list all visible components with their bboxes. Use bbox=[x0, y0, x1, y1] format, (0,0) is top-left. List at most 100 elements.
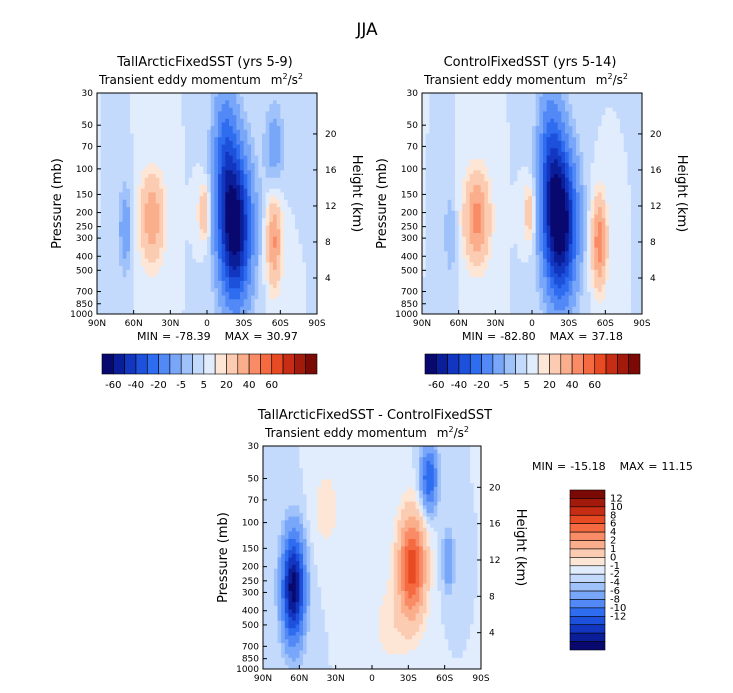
contour-cell bbox=[236, 144, 241, 149]
contour-cell bbox=[309, 129, 314, 134]
contour-cell bbox=[163, 284, 168, 289]
contour-cell bbox=[174, 203, 179, 208]
contour-cell bbox=[122, 104, 127, 109]
contour-cell bbox=[546, 144, 551, 149]
contour-cell bbox=[513, 115, 518, 120]
contour-cell bbox=[532, 162, 537, 168]
contour-cell bbox=[587, 137, 592, 142]
contour-cell bbox=[122, 115, 127, 120]
contour-cell bbox=[309, 240, 314, 245]
contour-cell bbox=[291, 210, 296, 215]
contour-cell bbox=[495, 118, 500, 123]
contour-cell bbox=[97, 262, 102, 267]
contour-cell bbox=[429, 93, 434, 98]
contour-cell bbox=[488, 137, 493, 142]
contour-cell bbox=[119, 240, 124, 245]
contour-cell bbox=[284, 177, 289, 182]
contour-cell bbox=[609, 126, 614, 131]
contour-cell bbox=[218, 148, 223, 153]
contour-cell bbox=[229, 240, 234, 245]
contour-cell bbox=[232, 140, 237, 145]
contour-cell bbox=[605, 137, 610, 142]
contour-cell bbox=[265, 185, 270, 190]
contour-cell bbox=[616, 93, 621, 98]
contour-cell bbox=[251, 162, 256, 168]
contour-cell bbox=[258, 162, 263, 168]
contour-cell bbox=[174, 229, 179, 234]
contour-cell bbox=[133, 111, 138, 116]
contour-cell bbox=[273, 126, 278, 131]
contour-cell bbox=[108, 306, 113, 311]
contour-cell bbox=[170, 306, 175, 311]
contour-cell bbox=[627, 104, 632, 109]
contour-cell bbox=[137, 299, 142, 304]
contour-cell bbox=[181, 229, 186, 234]
contour-cell bbox=[598, 122, 603, 127]
contour-cell bbox=[192, 240, 197, 245]
contour-cell bbox=[166, 218, 171, 223]
contour-cell bbox=[203, 118, 208, 123]
contour-cell bbox=[535, 122, 540, 127]
contour-cell bbox=[181, 129, 186, 134]
contour-cell bbox=[236, 306, 241, 311]
contour-cell bbox=[484, 96, 489, 101]
contour-cell bbox=[192, 104, 197, 109]
contour-cell bbox=[425, 104, 430, 109]
contour-cell bbox=[185, 181, 190, 186]
contour-cell bbox=[440, 126, 445, 131]
contour-cell bbox=[199, 93, 204, 98]
contour-cell bbox=[269, 221, 274, 226]
contour-cell bbox=[488, 162, 493, 168]
contour-cell bbox=[309, 155, 314, 160]
contour-cell bbox=[254, 126, 259, 131]
contour-cell bbox=[159, 199, 164, 204]
contour-cell bbox=[287, 218, 292, 223]
contour-cell bbox=[141, 258, 146, 263]
contour-cell bbox=[108, 284, 113, 289]
contour-cell bbox=[273, 140, 278, 145]
contour-cell bbox=[148, 129, 153, 134]
contour-cell bbox=[163, 232, 168, 238]
contour-cell bbox=[177, 214, 182, 219]
contour-cell bbox=[229, 277, 234, 282]
contour-cell bbox=[155, 155, 160, 160]
contour-cell bbox=[458, 151, 463, 157]
contour-cell bbox=[287, 111, 292, 116]
contour-cell bbox=[163, 218, 168, 223]
contour-cell bbox=[276, 218, 281, 223]
contour-cell bbox=[254, 192, 259, 197]
contour-cell bbox=[232, 229, 237, 234]
contour-cell bbox=[210, 166, 215, 171]
contour-cell bbox=[422, 140, 427, 145]
contour-cell bbox=[291, 232, 296, 238]
contour-cell bbox=[254, 181, 259, 186]
contour-cell bbox=[258, 280, 263, 285]
contour-cell bbox=[130, 129, 135, 134]
contour-cell bbox=[137, 122, 142, 127]
contour-cell bbox=[97, 207, 102, 212]
contour-cell bbox=[284, 302, 289, 308]
contour-cell bbox=[273, 155, 278, 160]
contour-cell bbox=[236, 166, 241, 171]
contour-cell bbox=[203, 140, 208, 145]
contour-cell bbox=[111, 302, 116, 308]
contour-cell bbox=[144, 129, 149, 134]
contour-cell bbox=[295, 258, 300, 263]
contour-cell bbox=[532, 96, 537, 101]
contour-cell bbox=[287, 177, 292, 182]
contour-cell bbox=[97, 122, 102, 127]
contour-cell bbox=[174, 96, 179, 101]
contour-cell bbox=[210, 210, 215, 215]
contour-cell bbox=[433, 104, 438, 109]
contour-cell bbox=[295, 262, 300, 267]
contour-cell bbox=[148, 266, 153, 271]
contour-cell bbox=[141, 100, 146, 105]
contour-cell bbox=[218, 129, 223, 134]
contour-cell bbox=[466, 144, 471, 149]
contour-cell bbox=[137, 144, 142, 149]
contour-cell bbox=[221, 196, 226, 201]
contour-cell bbox=[203, 302, 208, 308]
contour-cell bbox=[104, 306, 109, 311]
contour-cell bbox=[104, 107, 109, 112]
contour-cell bbox=[422, 137, 427, 142]
